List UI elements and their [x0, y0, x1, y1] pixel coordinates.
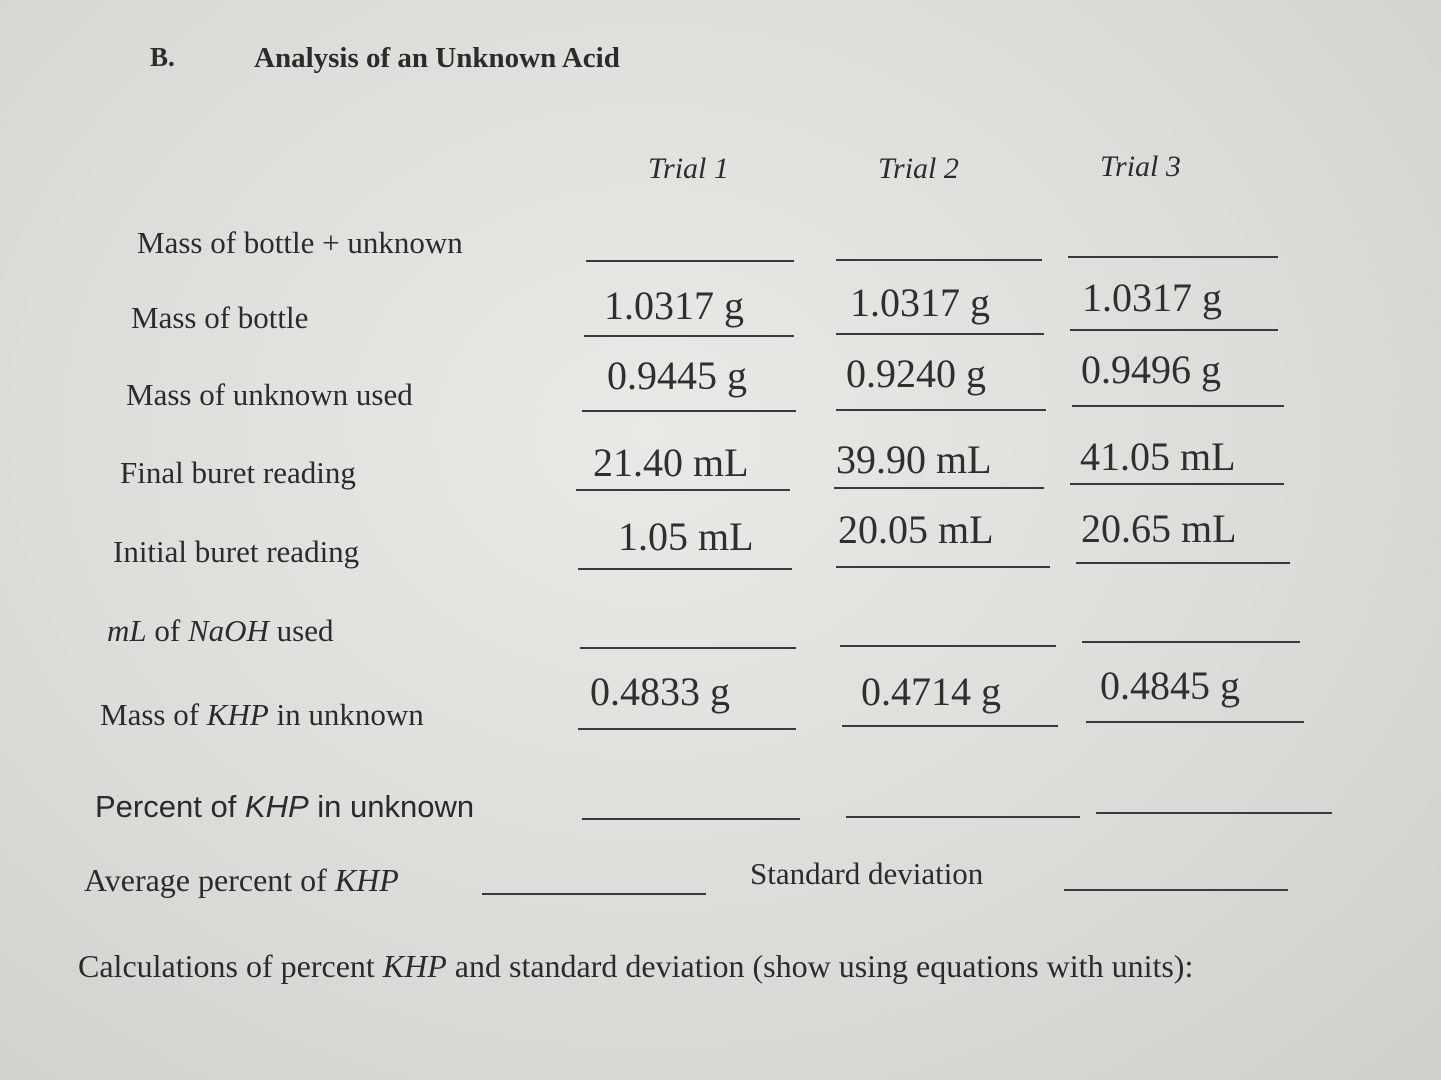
row-label-mass-bottle: Mass of bottle: [131, 300, 309, 335]
value-initial-buret-t2: 20.05 mL: [838, 507, 994, 552]
line-final-buret-t2[interactable]: [834, 487, 1044, 489]
line-final-buret-t3[interactable]: [1070, 483, 1284, 485]
blank-line-mass-bottle-unknown-t1[interactable]: [586, 260, 794, 262]
line-mass-unknown-t3[interactable]: [1072, 405, 1284, 407]
blank-line-average-percent[interactable]: [482, 893, 706, 895]
naoh-symbol: NaOH: [187, 613, 269, 648]
value-final-buret-t3: 41.05 mL: [1080, 434, 1236, 479]
value-mass-unknown-t3: 0.9496 g: [1081, 347, 1221, 392]
ml-of-text: of: [146, 613, 188, 648]
blank-line-percent-khp-t3[interactable]: [1096, 812, 1332, 814]
value-mass-bottle-t3: 1.0317 g: [1082, 275, 1222, 320]
line-mass-bottle-t1[interactable]: [584, 335, 794, 337]
line-initial-buret-t1[interactable]: [578, 568, 792, 570]
value-initial-buret-t3: 20.65 mL: [1081, 506, 1237, 551]
line-mass-bottle-t2[interactable]: [836, 333, 1044, 335]
trial-1-header: Trial 1: [648, 152, 729, 185]
calculations-instruction: Calculations of percent KHP and standard…: [78, 948, 1193, 985]
value-final-buret-t2: 39.90 mL: [836, 437, 992, 482]
used-text: used: [268, 613, 334, 648]
row-label-mass-unknown-used: Mass of unknown used: [126, 377, 413, 412]
trial-2-header: Trial 2: [878, 152, 959, 185]
calculations-text-end: and standard deviation (show using equat…: [446, 948, 1194, 984]
value-mass-bottle-t2: 1.0317 g: [850, 280, 990, 325]
value-mass-unknown-t1: 0.9445 g: [607, 353, 747, 398]
standard-deviation-label: Standard deviation: [750, 856, 984, 891]
line-mass-khp-t3[interactable]: [1086, 721, 1304, 723]
average-percent-text: Average percent of: [84, 862, 335, 898]
value-final-buret-t1: 21.40 mL: [593, 440, 749, 485]
blank-line-ml-naoh-t1[interactable]: [580, 647, 796, 649]
in-unknown-text: in unknown: [308, 789, 475, 824]
section-letter: B.: [150, 42, 175, 72]
value-initial-buret-t1: 1.05 mL: [618, 514, 754, 559]
blank-line-percent-khp-t2[interactable]: [846, 816, 1080, 818]
line-mass-bottle-t3[interactable]: [1070, 329, 1278, 331]
blank-line-standard-deviation[interactable]: [1064, 889, 1288, 891]
khp-symbol: KHP: [244, 789, 309, 824]
value-mass-khp-t2: 0.4714 g: [861, 669, 1001, 714]
khp-symbol: KHP: [382, 948, 447, 984]
percent-of-text: Percent of: [95, 789, 245, 824]
line-mass-unknown-t1[interactable]: [582, 410, 796, 412]
blank-line-percent-khp-t1[interactable]: [582, 818, 800, 820]
section-title: Analysis of an Unknown Acid: [254, 42, 620, 74]
average-percent-label: Average percent of KHP: [84, 862, 399, 899]
khp-symbol: KHP: [334, 862, 399, 898]
blank-line-ml-naoh-t2[interactable]: [840, 645, 1056, 647]
row-label-mass-bottle-unknown: Mass of bottle + unknown: [137, 225, 463, 260]
blank-line-ml-naoh-t3[interactable]: [1082, 641, 1300, 643]
value-mass-unknown-t2: 0.9240 g: [846, 351, 986, 396]
ml-symbol: mL: [107, 613, 147, 648]
row-label-final-buret: Final buret reading: [120, 455, 356, 490]
value-mass-khp-t3: 0.4845 g: [1100, 663, 1240, 708]
calculations-text-start: Calculations of percent: [78, 948, 383, 984]
line-mass-khp-t2[interactable]: [842, 725, 1058, 727]
value-mass-bottle-t1: 1.0317 g: [604, 283, 744, 328]
line-final-buret-t1[interactable]: [576, 489, 790, 491]
trial-3-header: Trial 3: [1100, 150, 1181, 183]
blank-line-mass-bottle-unknown-t2[interactable]: [836, 259, 1042, 261]
row-label-initial-buret: Initial buret reading: [113, 534, 360, 569]
line-mass-khp-t1[interactable]: [578, 728, 796, 730]
line-initial-buret-t3[interactable]: [1076, 562, 1290, 564]
mass-of-text: Mass of: [100, 697, 207, 732]
line-initial-buret-t2[interactable]: [836, 566, 1050, 568]
khp-symbol: KHP: [206, 697, 269, 732]
in-unknown-text: in unknown: [268, 697, 424, 732]
row-label-ml-naoh: mL of NaOH used: [107, 613, 334, 649]
row-label-mass-khp: Mass of KHP in unknown: [100, 697, 424, 733]
value-mass-khp-t1: 0.4833 g: [590, 669, 730, 714]
blank-line-mass-bottle-unknown-t3[interactable]: [1068, 256, 1278, 258]
row-label-percent-khp: Percent of KHP in unknown: [95, 789, 474, 825]
line-mass-unknown-t2[interactable]: [836, 409, 1046, 411]
